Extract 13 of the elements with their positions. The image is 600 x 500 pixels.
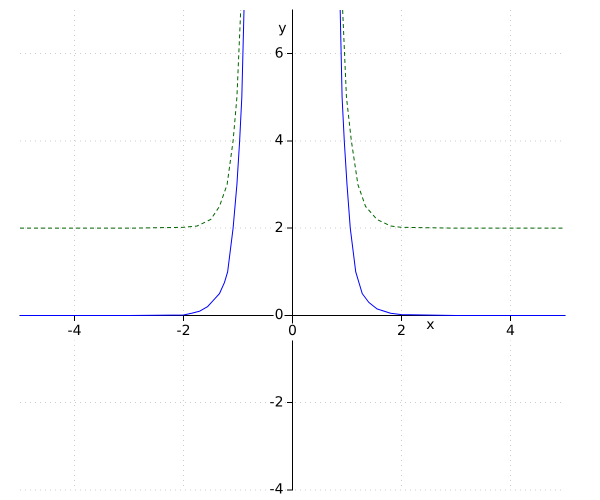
y-tick-label: -2 <box>270 394 284 410</box>
y-tick-label: 4 <box>274 132 284 149</box>
y-tick-label: 6 <box>274 45 284 62</box>
x-tick-label: 4 <box>506 323 516 340</box>
y-tick-label: -4 <box>270 482 284 498</box>
y-tick-label: 0 <box>274 307 284 324</box>
x-tick-label: 0 <box>288 323 297 340</box>
x-axis-title: x <box>426 317 435 334</box>
y-tick-label: 2 <box>274 220 284 236</box>
x-tick-label: 2 <box>397 323 406 340</box>
x-tick-label: -2 <box>176 323 190 340</box>
x-tick-label: -4 <box>68 323 82 340</box>
y-axis-title: y <box>278 20 286 37</box>
